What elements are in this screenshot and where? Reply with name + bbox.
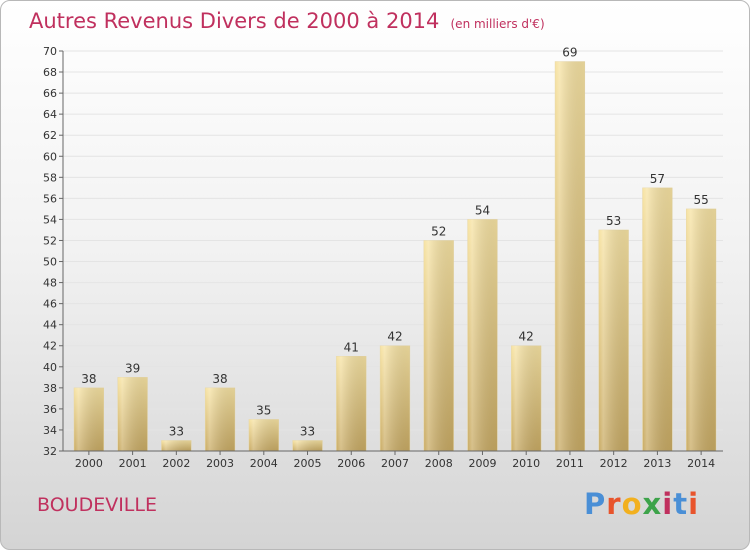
- y-tick-label: 64: [43, 108, 57, 121]
- x-tick-label: 2001: [119, 457, 147, 470]
- y-tick-label: 66: [43, 87, 57, 100]
- bar-shade: [161, 440, 192, 451]
- proxiti-logo[interactable]: Proxiti: [584, 487, 699, 521]
- town-name: BOUDEVILLE: [37, 494, 157, 516]
- bar-shade: [423, 240, 454, 451]
- bar-shade: [117, 377, 148, 451]
- x-tick-label: 2000: [75, 457, 103, 470]
- chart-title: Autres Revenus Divers de 2000 à 2014 (en…: [29, 9, 545, 33]
- y-tick-label: 70: [43, 45, 57, 58]
- bar-shade: [642, 187, 673, 451]
- x-tick-label: 2011: [556, 457, 584, 470]
- bar-shade: [73, 387, 104, 451]
- x-tick-label: 2002: [162, 457, 190, 470]
- x-tick-label: 2010: [512, 457, 540, 470]
- bar-shade: [248, 419, 279, 451]
- x-tick-label: 2008: [425, 457, 453, 470]
- bar-shade: [555, 61, 585, 452]
- y-tick-label: 34: [43, 424, 57, 437]
- x-tick-label: 2006: [337, 457, 365, 470]
- y-tick-label: 38: [43, 382, 57, 395]
- bar-shade: [292, 440, 323, 451]
- x-tick-label: 2003: [206, 457, 234, 470]
- bar-shade: [686, 208, 717, 451]
- bar-value-label: 52: [431, 224, 446, 238]
- bar-shade: [380, 345, 410, 451]
- y-tick-label: 50: [43, 256, 57, 269]
- bar-value-label: 39: [125, 361, 140, 375]
- y-tick-label: 40: [43, 361, 57, 374]
- bar-value-label: 42: [519, 330, 534, 344]
- y-tick-label: 44: [43, 319, 57, 332]
- bar-value-label: 55: [693, 193, 708, 207]
- y-tick-label: 56: [43, 192, 57, 205]
- bar-value-label: 54: [475, 203, 490, 217]
- bar-value-label: 33: [300, 424, 315, 438]
- logo-letter: r: [606, 487, 622, 521]
- x-tick-label: 2007: [381, 457, 409, 470]
- y-tick-label: 32: [43, 445, 57, 458]
- logo-letter: t: [673, 487, 689, 521]
- y-tick-label: 46: [43, 298, 57, 311]
- x-tick-label: 2009: [468, 457, 496, 470]
- bar-value-label: 42: [387, 330, 402, 344]
- x-tick-label: 2012: [600, 457, 628, 470]
- y-tick-label: 68: [43, 66, 57, 79]
- y-tick-label: 62: [43, 129, 57, 142]
- x-tick-label: 2005: [294, 457, 322, 470]
- bar-value-label: 38: [212, 372, 227, 386]
- logo-letter: i: [662, 487, 674, 521]
- axis-layer: 32 34 36 38 40 42 44 46 48 50 52 54 56 58 60 62 64 66 68 70…: [43, 45, 723, 470]
- y-tick-label: 36: [43, 403, 57, 416]
- logo-letter: o: [621, 487, 643, 521]
- bar-shade: [598, 229, 629, 451]
- logo-letter: i: [688, 487, 700, 521]
- chart-title-text: Autres Revenus Divers de 2000 à 2014: [29, 9, 440, 33]
- y-tick-label: 58: [43, 171, 57, 184]
- y-tick-label: 48: [43, 277, 57, 290]
- bar-layer: [73, 61, 717, 452]
- x-tick-label: 2004: [250, 457, 278, 470]
- y-tick-label: 42: [43, 340, 57, 353]
- logo-letter: P: [584, 487, 607, 521]
- label-layer: 38 39 33 38 35 33 41 42 52 54 42 69 53 57 55: [81, 46, 709, 439]
- bar-value-label: 33: [169, 424, 184, 438]
- y-tick-label: 52: [43, 234, 57, 247]
- y-tick-label: 54: [43, 213, 57, 226]
- bar-shade: [467, 219, 498, 451]
- logo-letter: x: [642, 487, 663, 521]
- bar-value-label: 53: [606, 214, 621, 228]
- x-tick-label: 2013: [643, 457, 671, 470]
- bar-shade: [511, 345, 542, 451]
- chart-subtitle: (en milliers d'€): [450, 17, 545, 31]
- y-tick-label: 60: [43, 150, 57, 163]
- bar-value-label: 41: [344, 340, 359, 354]
- bar-shade: [205, 387, 235, 451]
- bar-value-label: 69: [562, 46, 577, 60]
- bar-value-label: 35: [256, 403, 271, 417]
- bar-value-label: 57: [650, 172, 665, 186]
- bar-shade: [336, 356, 367, 451]
- bar-value-label: 38: [81, 372, 96, 386]
- x-tick-label: 2014: [687, 457, 715, 470]
